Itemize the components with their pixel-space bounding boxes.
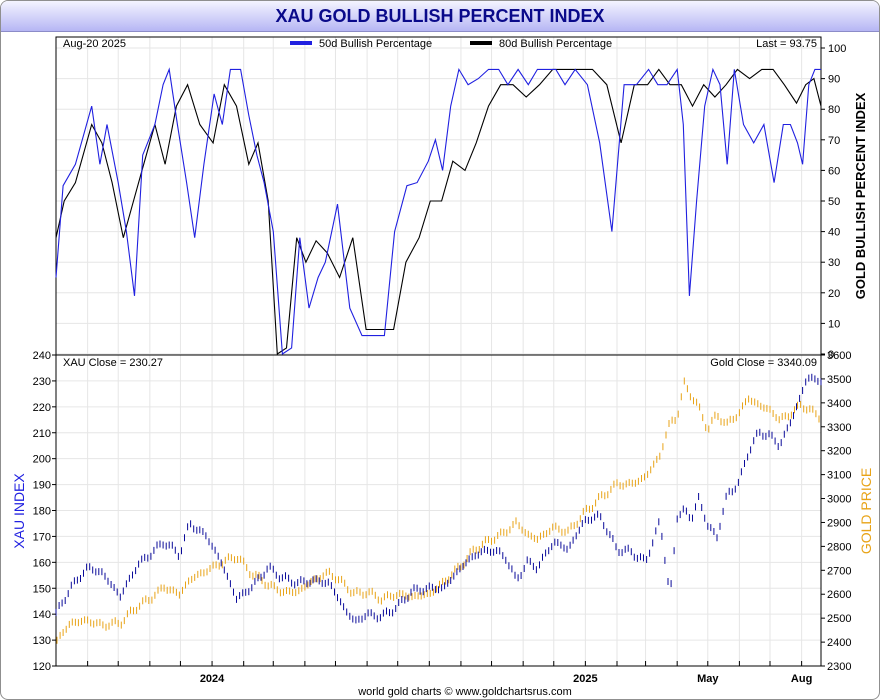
gold-tick-label: 2300 bbox=[827, 661, 851, 673]
gold-tick-label: 2800 bbox=[827, 541, 851, 553]
xau-tick-label: 230 bbox=[33, 376, 51, 388]
legend-swatch-80d bbox=[470, 41, 492, 45]
gold-tick-label: 2700 bbox=[827, 565, 851, 577]
legend-swatch-50d bbox=[290, 41, 312, 45]
gold-tick-label: 3000 bbox=[827, 494, 851, 506]
last-value-label: Last = 93.75 bbox=[756, 38, 817, 50]
xau-index-bars bbox=[55, 373, 822, 624]
price-grid bbox=[56, 354, 821, 667]
bullish-y-axis: 0 10 20 30 40 50 60 70 80 90 100 bbox=[821, 43, 846, 361]
gold-tick-label: 3500 bbox=[827, 374, 851, 386]
xau-tick-label: 220 bbox=[33, 402, 51, 414]
gold-tick-label: 2400 bbox=[827, 637, 851, 649]
xau-tick-label: 170 bbox=[33, 531, 51, 543]
y-tick-label: 40 bbox=[828, 227, 840, 239]
x-tick-label: 2025 bbox=[573, 673, 597, 685]
gold-tick-label: 2600 bbox=[827, 589, 851, 601]
gold-tick-label: 3200 bbox=[827, 446, 851, 458]
y-tick-label: 20 bbox=[828, 288, 840, 300]
y-tick-label: 10 bbox=[828, 318, 840, 330]
y-tick-label: 90 bbox=[828, 74, 840, 86]
xau-tick-label: 200 bbox=[33, 454, 51, 466]
series-80d-line bbox=[55, 68, 822, 355]
x-tick-label: Aug bbox=[791, 673, 812, 685]
legend-label-50d: 50d Bullish Percentage bbox=[319, 38, 432, 50]
y-tick-label: 100 bbox=[828, 43, 846, 55]
footer-credit: world gold charts © www.goldchartsrus.co… bbox=[357, 686, 572, 698]
xau-close-label: XAU Close = 230.27 bbox=[63, 357, 163, 369]
y-tick-label: 30 bbox=[828, 257, 840, 269]
y-tick-label: 70 bbox=[828, 135, 840, 147]
y-tick-label: 80 bbox=[828, 104, 840, 116]
xau-tick-label: 140 bbox=[33, 609, 51, 621]
gold-axis-title: GOLD PRICE bbox=[858, 468, 874, 554]
date-label: Aug-20 2025 bbox=[63, 38, 126, 50]
gold-tick-label: 3100 bbox=[827, 470, 851, 482]
legend-label-80d: 80d Bullish Percentage bbox=[499, 38, 612, 50]
gold-tick-label: 3600 bbox=[827, 350, 851, 362]
date-x-axis: 2024 2025 May Aug bbox=[87, 661, 812, 685]
bullish-y-axis-title: GOLD BULLISH PERCENT INDEX bbox=[853, 92, 868, 299]
bullish-grid bbox=[56, 37, 821, 355]
xau-tick-label: 120 bbox=[33, 661, 51, 673]
xau-tick-label: 240 bbox=[33, 350, 51, 362]
bullish-plot-border bbox=[55, 36, 822, 356]
xau-tick-label: 210 bbox=[33, 428, 51, 440]
gold-tick-label: 3400 bbox=[827, 398, 851, 410]
xau-tick-label: 190 bbox=[33, 480, 51, 492]
title-bar: XAU GOLD BULLISH PERCENT INDEX bbox=[1, 1, 879, 32]
gold-tick-label: 3300 bbox=[827, 422, 851, 434]
price-series bbox=[55, 373, 822, 644]
price-y-axes: 120 130 140 150 160 170 180 190 200 210 220 230 240 2… bbox=[33, 350, 852, 673]
x-tick-label: 2024 bbox=[200, 673, 225, 685]
series-50d-line bbox=[55, 67, 821, 355]
xau-tick-label: 150 bbox=[33, 583, 51, 595]
gold-tick-label: 2900 bbox=[827, 517, 851, 529]
xau-tick-label: 130 bbox=[33, 635, 51, 647]
xau-axis-title: XAU INDEX bbox=[11, 473, 27, 549]
page-title: XAU GOLD BULLISH PERCENT INDEX bbox=[275, 6, 605, 26]
y-tick-label: 0 bbox=[828, 349, 834, 361]
gold-tick-label: 2500 bbox=[827, 613, 851, 625]
x-tick-label: May bbox=[697, 673, 719, 685]
gold-close-label: Gold Close = 3340.09 bbox=[710, 357, 817, 369]
xau-tick-label: 180 bbox=[33, 506, 51, 518]
y-tick-label: 60 bbox=[828, 165, 840, 177]
bullish-series bbox=[55, 67, 822, 355]
xau-tick-label: 160 bbox=[33, 557, 51, 569]
legend: 50d Bullish Percentage 80d Bullish Perce… bbox=[290, 38, 612, 50]
gold-price-bars bbox=[56, 377, 820, 644]
y-tick-label: 50 bbox=[828, 196, 840, 208]
